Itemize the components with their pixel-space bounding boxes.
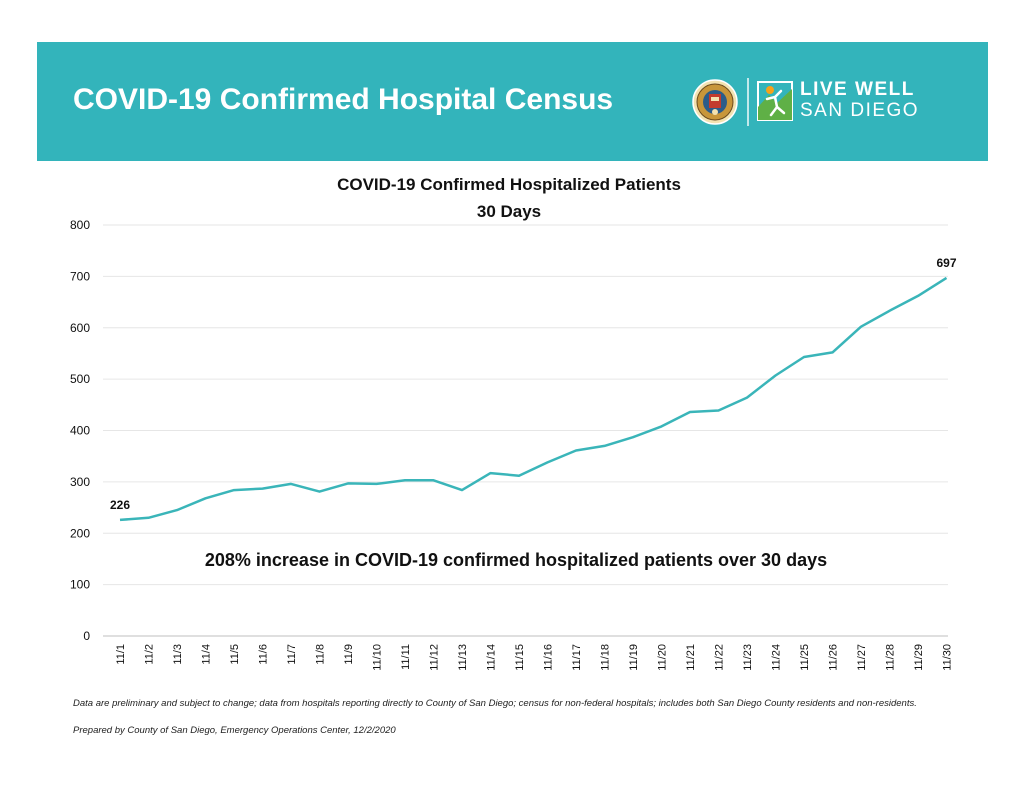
y-tick-label: 500 [70, 372, 90, 386]
brand-divider [747, 78, 749, 126]
x-axis-tick-labels: 11/1 11/2 11/3 11/4 11/5 11/6 11/7 11/8 11/9 11/1… [115, 644, 954, 671]
x-tick-label: 11/20 [657, 644, 669, 671]
x-tick-label: 11/27 [856, 644, 868, 671]
x-tick-label: 11/30 [942, 644, 954, 671]
live-well-logo-icon [757, 81, 793, 121]
y-tick-label: 400 [70, 424, 90, 438]
brand-name-line2: SAN DIEGO [800, 100, 920, 121]
x-tick-label: 11/5 [229, 644, 241, 665]
x-tick-label: 11/4 [201, 644, 213, 665]
x-tick-label: 11/9 [343, 644, 355, 665]
x-tick-label: 11/24 [771, 644, 783, 671]
hospitalized-patients-chart: COVID-19 Confirmed Hospitalized Patients… [70, 175, 957, 671]
x-tick-label: 11/7 [286, 644, 298, 665]
y-axis-tick-labels: 0 100 200 300 400 500 600 700 800 [70, 218, 90, 643]
chart-subtitle: 30 Days [477, 202, 541, 221]
data-labels: 226 697 [110, 256, 957, 512]
gridlines [103, 224, 948, 586]
x-tick-label: 11/21 [685, 644, 697, 671]
footnote-prepared-by: Prepared by County of San Diego, Emergen… [73, 725, 396, 736]
x-tick-label: 11/25 [799, 644, 811, 671]
chart-annotation: 208% increase in COVID-19 confirmed hosp… [205, 550, 827, 570]
y-tick-label: 700 [70, 269, 90, 283]
x-tick-label: 11/11 [400, 644, 412, 670]
chart-title: COVID-19 Confirmed Hospitalized Patients [337, 175, 681, 194]
y-tick-label: 300 [70, 475, 90, 489]
x-tick-label: 11/23 [742, 644, 754, 671]
data-label-11-1: 226 [110, 498, 130, 512]
x-tick-label: 11/6 [258, 644, 270, 665]
x-tick-label: 11/13 [457, 644, 469, 671]
y-tick-label: 600 [70, 321, 90, 335]
y-tick-label: 0 [83, 629, 90, 643]
x-tick-label: 11/29 [913, 644, 925, 671]
x-tick-label: 11/12 [429, 644, 441, 671]
x-tick-label: 11/22 [714, 644, 726, 671]
x-tick-label: 11/26 [828, 644, 840, 671]
x-tick-label: 11/18 [600, 644, 612, 671]
x-tick-label: 11/2 [144, 644, 156, 665]
x-tick-label: 11/1 [115, 644, 127, 665]
brand-name-line1: LIVE WELL [800, 79, 915, 100]
page-title: COVID-19 Confirmed Hospital Census [73, 83, 614, 116]
x-tick-label: 11/28 [885, 644, 897, 671]
x-tick-label: 11/8 [315, 644, 327, 665]
x-tick-label: 11/17 [571, 644, 583, 671]
header-banner: COVID-19 Confirmed Hospital Census LIVE … [37, 42, 988, 161]
y-tick-label: 200 [70, 526, 90, 540]
data-label-11-30: 697 [936, 256, 956, 270]
x-tick-label: 11/10 [372, 644, 384, 671]
x-tick-label: 11/14 [486, 644, 498, 671]
y-tick-label: 100 [70, 578, 90, 592]
series-line [119, 276, 948, 522]
x-tick-label: 11/15 [514, 644, 526, 671]
y-tick-label: 800 [70, 218, 90, 232]
county-seal-icon [692, 79, 738, 125]
x-tick-label: 11/16 [543, 644, 555, 671]
x-tick-label: 11/3 [172, 644, 184, 665]
x-tick-label: 11/19 [628, 644, 640, 671]
footnote-data-disclaimer: Data are preliminary and subject to chan… [73, 698, 917, 709]
